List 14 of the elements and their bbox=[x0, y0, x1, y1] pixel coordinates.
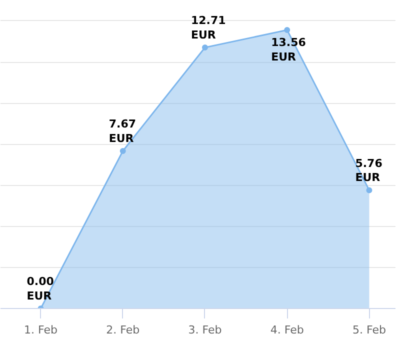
x-tick-label: 4. Feb bbox=[270, 324, 304, 336]
data-label: 0.00 EUR bbox=[26, 275, 54, 302]
data-label: 5.76 EUR bbox=[355, 156, 383, 184]
point bbox=[366, 187, 372, 194]
x-tick-label: 1. Feb bbox=[24, 324, 58, 336]
point bbox=[202, 44, 208, 50]
data-label: 7.67 EUR bbox=[108, 118, 136, 145]
x-tick-label: 2. Feb bbox=[106, 324, 140, 336]
point bbox=[284, 27, 290, 34]
data-label: 13.56 EUR bbox=[271, 36, 306, 64]
point bbox=[120, 148, 126, 154]
data-label: 12.71 EUR bbox=[190, 14, 226, 42]
x-tick-label: 3. Feb bbox=[188, 324, 222, 336]
x-tick-label: 5. Feb bbox=[352, 324, 386, 336]
